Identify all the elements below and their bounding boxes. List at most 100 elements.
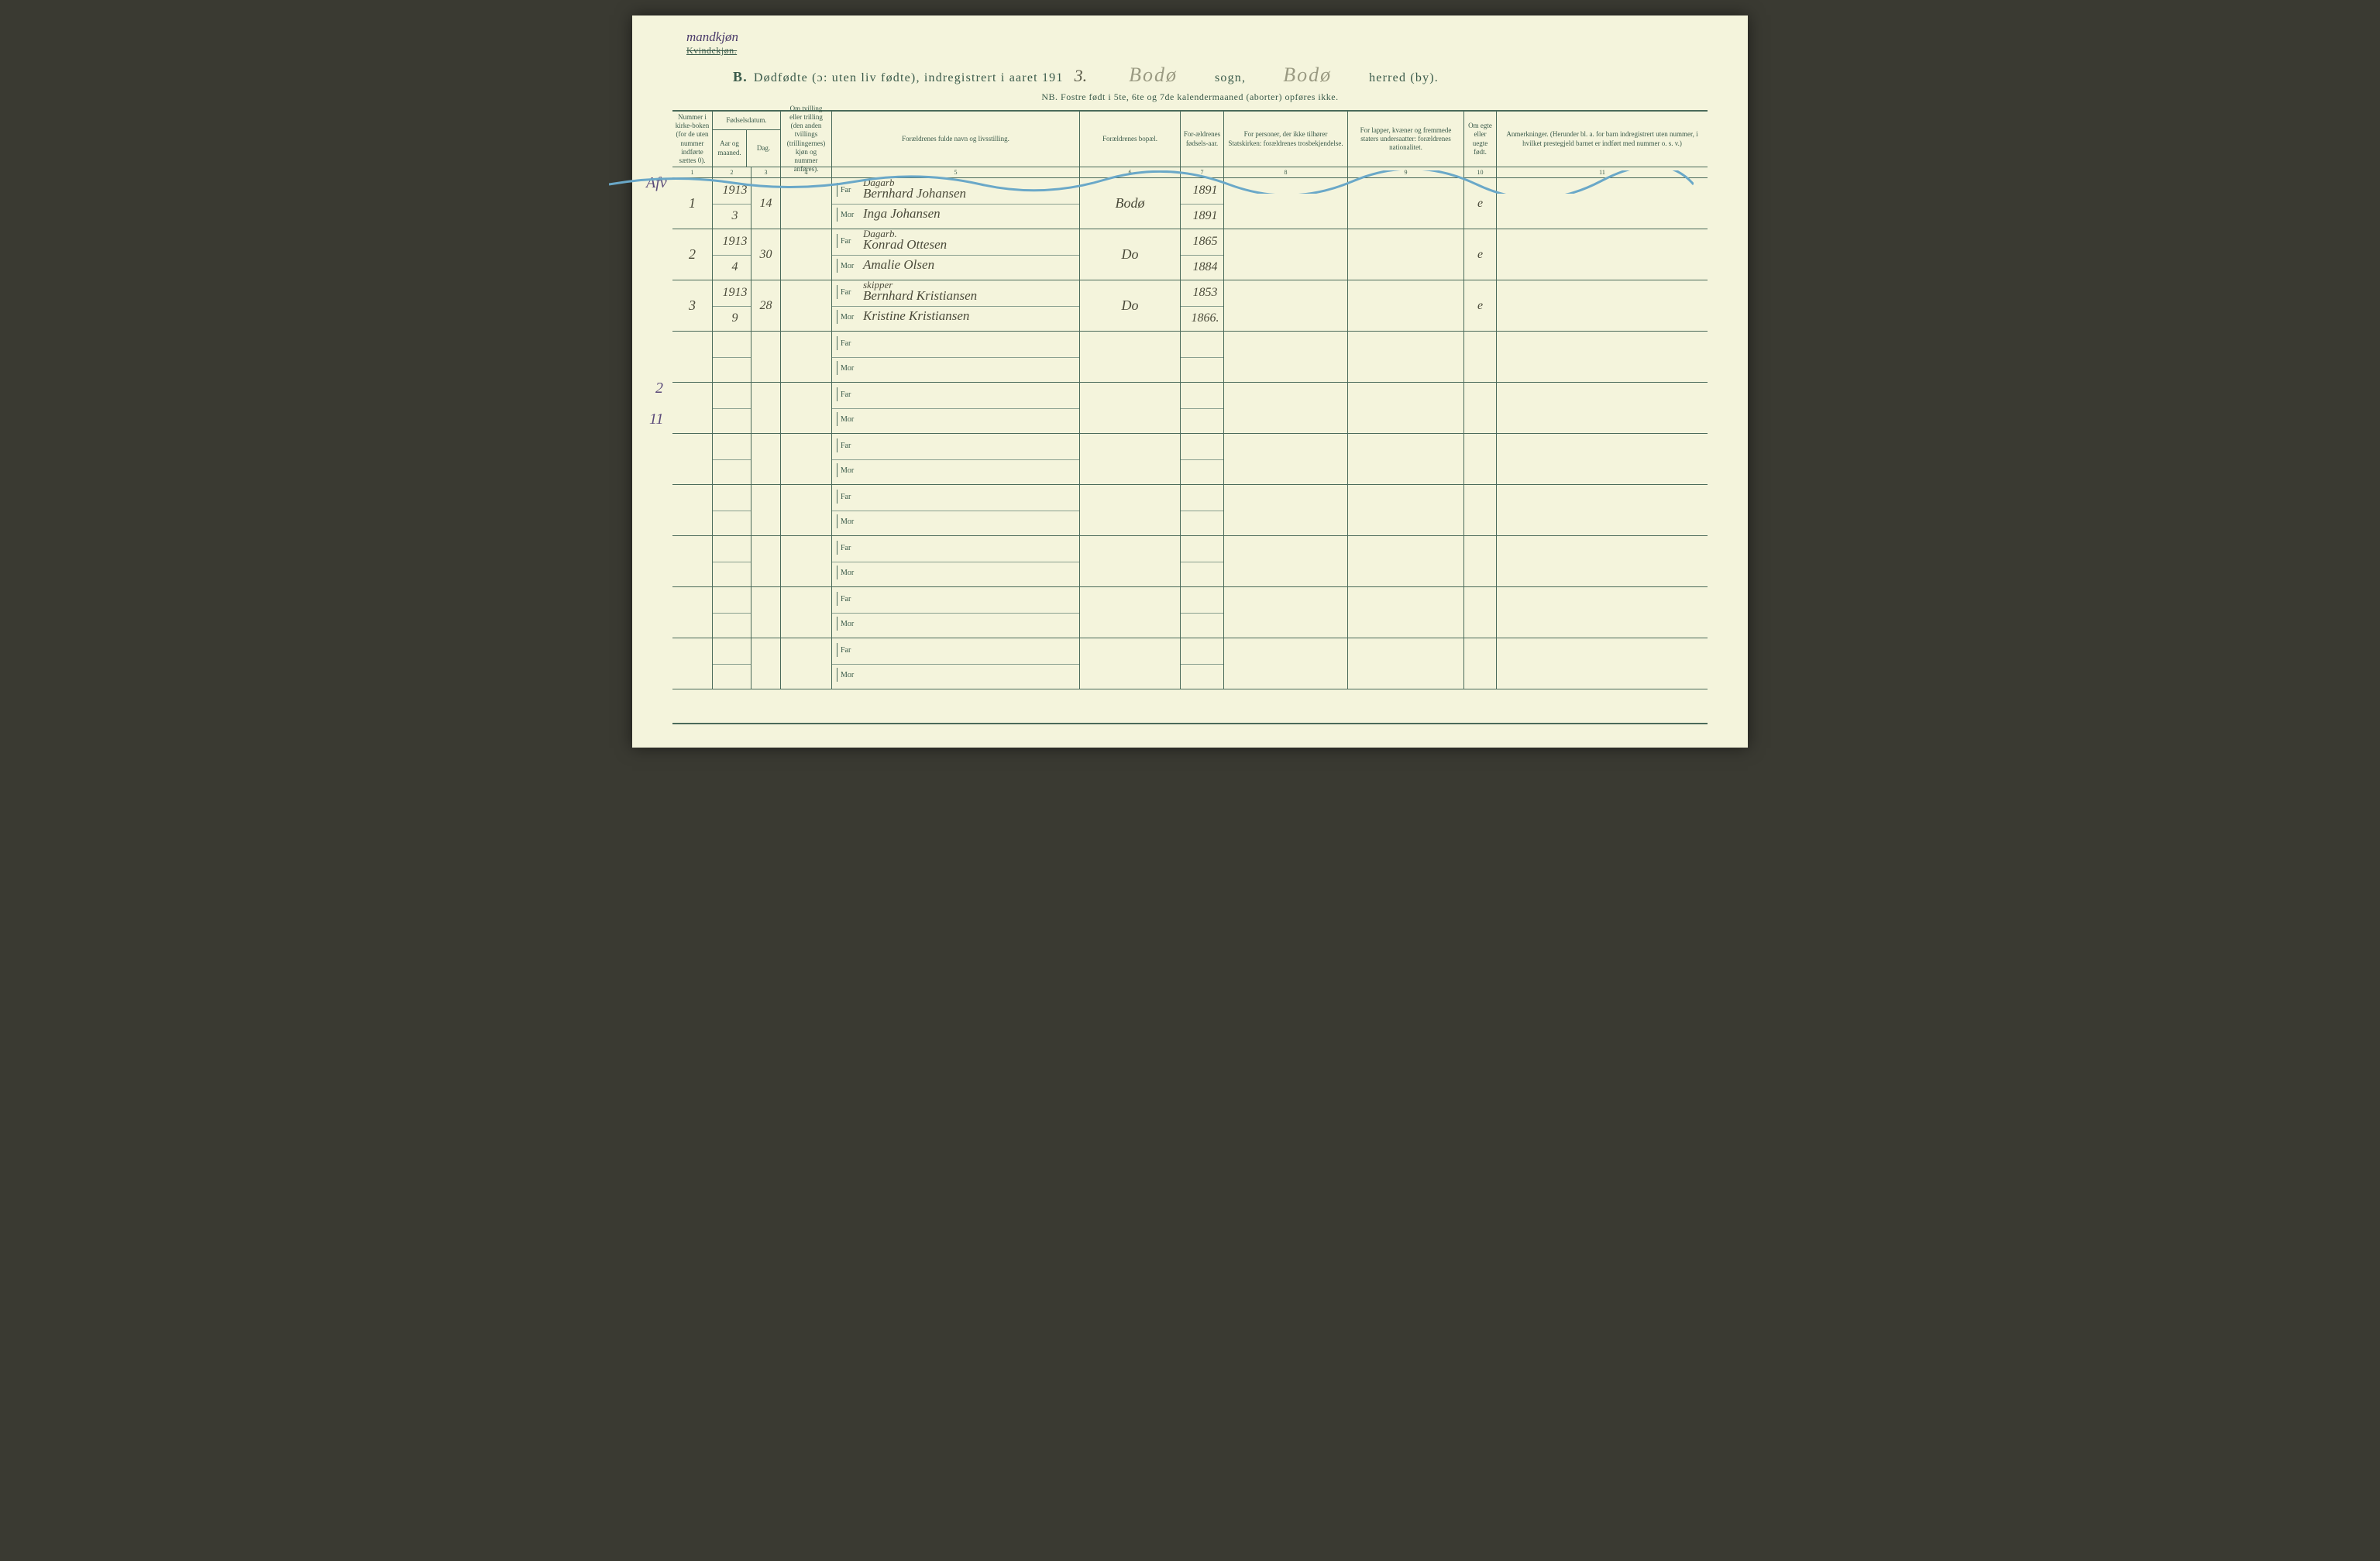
cell-num: 2	[672, 229, 713, 280]
ledger-page: mandkjøn Kvindekjøn. B. Dødfødte (ɔ: ute…	[632, 15, 1748, 748]
mor-label: Mor	[837, 668, 854, 682]
far-label: Far	[837, 490, 851, 504]
th-6: Forældrenes bopæl.	[1080, 112, 1181, 167]
th-1: Nummer i kirke-boken (for de uten nummer…	[672, 112, 713, 167]
cell-tros	[1224, 332, 1348, 382]
cell-nat	[1348, 383, 1464, 433]
cell-parents: Far Dagarb. Konrad Ottesen Mor Amalie Ol…	[832, 229, 1080, 280]
cell-anm	[1497, 536, 1708, 586]
coln-11: 11	[1497, 167, 1708, 177]
th-2-top: Fødselsdatum.	[713, 112, 780, 130]
margin-afv: Afv	[646, 174, 667, 192]
cell-parents: Far Mor	[832, 638, 1080, 689]
title-sogn-hand: Bodø	[1098, 64, 1209, 87]
th-8: For personer, der ikke tilhører Statskir…	[1224, 112, 1348, 167]
cell-egte	[1464, 638, 1497, 689]
cell-day	[751, 332, 781, 382]
cell-bopel	[1080, 536, 1181, 586]
cell-num	[672, 434, 713, 484]
cell-day: 30	[751, 229, 781, 280]
cell-num	[672, 383, 713, 433]
cell-twin	[781, 536, 832, 586]
th-4: Om tvilling eller trilling (den anden tv…	[781, 112, 832, 167]
cell-egte	[1464, 332, 1497, 382]
cell-nat	[1348, 638, 1464, 689]
cell-bopel	[1080, 485, 1181, 535]
th-11: Anmerkninger. (Herunder bl. a. for barn …	[1497, 112, 1708, 167]
cell-bopel	[1080, 587, 1181, 638]
coln-2: 2	[713, 167, 751, 177]
cell-parents: Far Dagarb Bernhard Johansen Mor Inga Jo…	[832, 178, 1080, 229]
cell-day	[751, 434, 781, 484]
cell-egte: e	[1464, 178, 1497, 229]
mor-label: Mor	[837, 617, 854, 631]
cell-parents: Far Mor	[832, 332, 1080, 382]
cell-anm	[1497, 229, 1708, 280]
cell-twin	[781, 383, 832, 433]
cell-bopel	[1080, 434, 1181, 484]
far-label: Far	[837, 285, 851, 299]
coln-9: 9	[1348, 167, 1464, 177]
far-label: Far	[837, 336, 851, 350]
cell-parents: Far skipper Bernhard Kristiansen Mor Kri…	[832, 280, 1080, 331]
cell-egte: e	[1464, 280, 1497, 331]
coln-7: 7	[1181, 167, 1224, 177]
mor-label: Mor	[837, 412, 854, 426]
father-name: Bernhard Johansen	[863, 186, 966, 201]
margin-eleven: 11	[649, 411, 664, 428]
cell-day: 14	[751, 178, 781, 229]
cell-num: 1	[672, 178, 713, 229]
th-9: For lapper, kvæner og fremmede staters u…	[1348, 112, 1464, 167]
cell-year-month	[713, 434, 751, 484]
cell-anm	[1497, 434, 1708, 484]
coln-8: 8	[1224, 167, 1348, 177]
mor-label: Mor	[837, 310, 854, 324]
cell-day	[751, 536, 781, 586]
cell-birthyears: 1853 1866.	[1181, 280, 1224, 331]
cell-twin	[781, 485, 832, 535]
cell-egte	[1464, 587, 1497, 638]
margin-two: 2	[655, 380, 663, 397]
coln-3: 3	[751, 167, 781, 177]
cell-birthyears	[1181, 638, 1224, 689]
register-table: Nummer i kirke-boken (for de uten nummer…	[672, 110, 1708, 724]
mother-name: Inga Johansen	[863, 206, 941, 222]
table-row: Far Mor	[672, 587, 1708, 638]
cell-birthyears	[1181, 485, 1224, 535]
nb-line: NB. Fostre født i 5te, 6te og 7de kalend…	[632, 91, 1748, 103]
cell-nat	[1348, 280, 1464, 331]
table-row: 1 1913 3 14 Far Dagarb Bernhard Johansen…	[672, 178, 1708, 229]
cell-egte: e	[1464, 229, 1497, 280]
th-10: Om egte eller uegte født.	[1464, 112, 1497, 167]
th-2b: Dag.	[747, 130, 780, 167]
th-7: For-ældrenes fødsels-aar.	[1181, 112, 1224, 167]
cell-twin	[781, 178, 832, 229]
title-year: 3.	[1070, 66, 1092, 86]
mor-label: Mor	[837, 208, 854, 222]
cell-bopel	[1080, 383, 1181, 433]
gender-struck: Kvindekjøn.	[686, 45, 738, 57]
cell-birthyears	[1181, 383, 1224, 433]
cell-birthyears	[1181, 536, 1224, 586]
cell-day	[751, 587, 781, 638]
title-herred-label: herred (by).	[1369, 71, 1439, 85]
gender-handwritten: mandkjøn	[686, 29, 738, 45]
far-label: Far	[837, 387, 851, 401]
cell-tros	[1224, 229, 1348, 280]
coln-4: 4	[781, 167, 832, 177]
mother-name: Amalie Olsen	[863, 257, 934, 273]
cell-nat	[1348, 178, 1464, 229]
cell-parents: Far Mor	[832, 383, 1080, 433]
cell-nat	[1348, 229, 1464, 280]
cell-year-month: 1913 3	[713, 178, 751, 229]
cell-tros	[1224, 383, 1348, 433]
title-sogn-label: sogn,	[1215, 71, 1246, 85]
far-label: Far	[837, 592, 851, 606]
cell-bopel: Bodø	[1080, 178, 1181, 229]
cell-anm	[1497, 485, 1708, 535]
cell-year-month	[713, 536, 751, 586]
cell-num: 3	[672, 280, 713, 331]
father-name: Konrad Ottesen	[863, 237, 947, 253]
cell-tros	[1224, 434, 1348, 484]
cell-num	[672, 485, 713, 535]
